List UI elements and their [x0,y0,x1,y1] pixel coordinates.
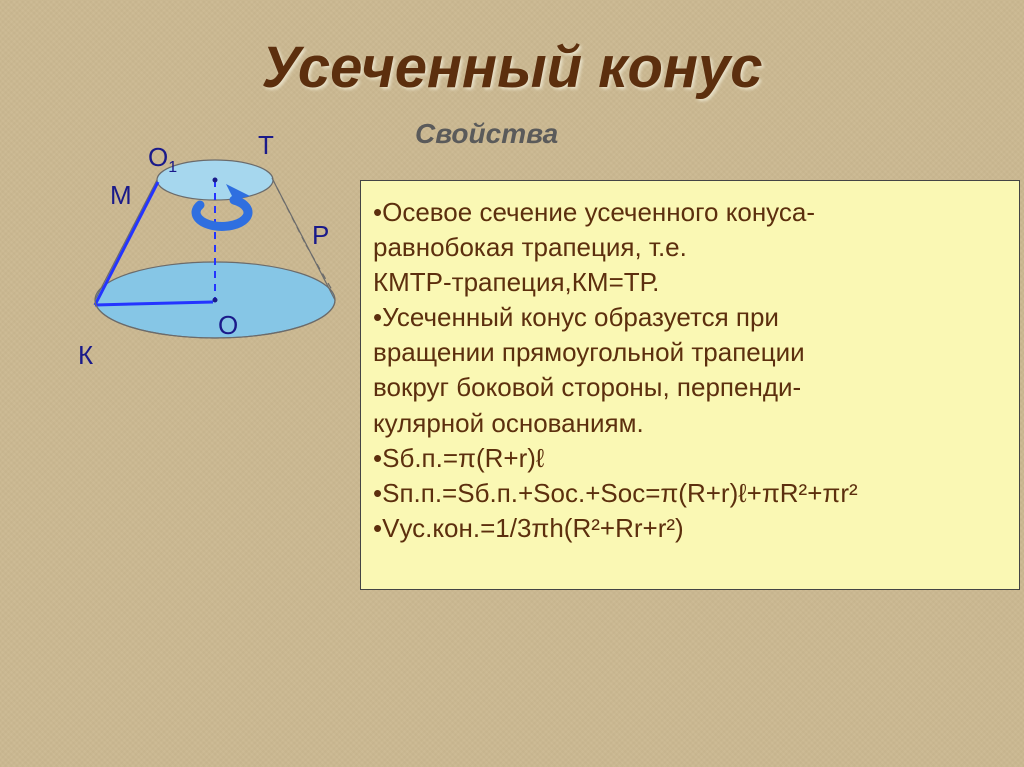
frustum-diagram: О1 Т М Р О К [50,130,360,410]
prop-line: •Vус.кон.=1/3πh(R²+Rr+r²) [373,511,1013,546]
point-O [213,298,218,303]
prop-line: вокруг боковой стороны, перпенди- [373,370,1013,405]
slide-title: Усеченный конус [0,34,1024,101]
label-O1-sub: 1 [168,159,177,176]
prop-line: равнобокая трапеция, т.е. [373,230,1013,265]
prop-line: •Осевое сечение усеченного конуса- [373,195,1013,230]
frustum-svg [50,130,360,410]
label-M: М [110,180,132,211]
prop-line: КМТР-трапеция,КМ=ТР. [373,265,1013,300]
label-T: Т [258,130,274,161]
label-K: К [78,340,93,371]
rotation-arrow-arc [196,200,248,226]
label-O1-text: О [148,142,168,172]
prop-line: вращении прямоугольной трапеции [373,335,1013,370]
label-O: О [218,310,238,341]
properties-box: •Осевое сечение усеченного конуса- равно… [360,180,1020,590]
label-O1: О1 [148,142,177,177]
prop-line: •Усеченный конус образуется при [373,300,1013,335]
prop-line: •Sп.п.=Sб.п.+Sос.+Sос=π(R+r)ℓ+πR²+πr² [373,476,1013,511]
label-P: Р [312,220,329,251]
slide-subtitle: Свойства [415,118,558,150]
prop-line: •Sб.п.=π(R+r)ℓ [373,441,1013,476]
point-O1 [213,178,218,183]
prop-line: кулярной основаниям. [373,406,1013,441]
